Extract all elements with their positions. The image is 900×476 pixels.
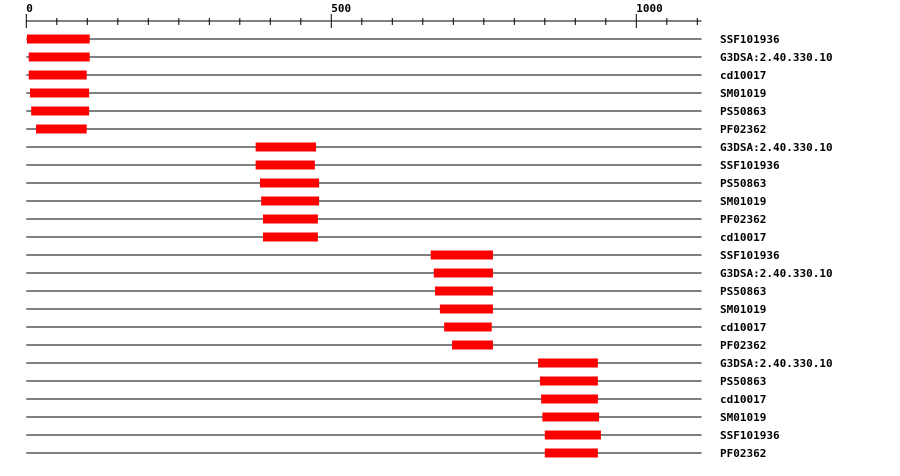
domain-track: SM01019 — [26, 87, 766, 100]
track-label: cd10017 — [720, 321, 766, 334]
domain-track: SSF101936 — [26, 249, 780, 262]
domain-bar[interactable] — [26, 34, 90, 44]
tick-label: 1000 — [636, 2, 663, 15]
domain-track: cd10017 — [26, 69, 766, 82]
scale-axis: 0 500 1000 — [25, 2, 702, 28]
track-label: PS50863 — [720, 105, 766, 118]
track-label: cd10017 — [720, 393, 766, 406]
domain-track: cd10017 — [26, 393, 766, 406]
domain-track: cd10017 — [26, 321, 766, 334]
domain-bar[interactable] — [538, 358, 598, 368]
domain-track: PF02362 — [26, 213, 766, 226]
track-label: SM01019 — [720, 195, 766, 208]
domain-track: G3DSA:2.40.330.10 — [26, 357, 833, 370]
domain-bar[interactable] — [452, 340, 493, 350]
domain-track: PF02362 — [26, 447, 766, 460]
domain-track: G3DSA:2.40.330.10 — [26, 267, 833, 280]
domain-track: PS50863 — [26, 375, 766, 388]
tick-label: 0 — [26, 2, 33, 15]
domain-track: SSF101936 — [26, 33, 780, 46]
domain-bar[interactable] — [542, 412, 600, 422]
domain-bar[interactable] — [28, 52, 90, 62]
track-label: cd10017 — [720, 69, 766, 82]
domain-bar[interactable] — [262, 214, 318, 224]
track-label: SSF101936 — [720, 429, 780, 442]
domain-track: PF02362 — [26, 339, 766, 352]
domain-bar[interactable] — [544, 430, 601, 440]
track-label: PS50863 — [720, 177, 766, 190]
domain-track: G3DSA:2.40.330.10 — [26, 51, 833, 64]
domain-bar[interactable] — [255, 160, 315, 170]
domain-bar[interactable] — [31, 106, 90, 116]
domain-bar[interactable] — [435, 286, 493, 296]
track-label: SSF101936 — [720, 33, 780, 46]
domain-bar[interactable] — [261, 196, 320, 206]
track-label: SM01019 — [720, 411, 766, 424]
domain-bar[interactable] — [262, 232, 318, 242]
domain-track: SSF101936 — [26, 429, 780, 442]
track-label: SSF101936 — [720, 159, 780, 172]
domain-bar[interactable] — [28, 70, 87, 80]
domain-track: PS50863 — [26, 285, 766, 298]
domain-bar[interactable] — [539, 376, 598, 386]
domain-bar[interactable] — [541, 394, 598, 404]
domain-bar[interactable] — [444, 322, 492, 332]
tick-label: 500 — [331, 2, 351, 15]
domain-track: SM01019 — [26, 411, 766, 424]
domain-tracks: SSF101936 G3DSA:2.40.330.10 cd10017 SM01019… — [26, 33, 833, 460]
track-label: G3DSA:2.40.330.10 — [720, 51, 833, 64]
domain-bar[interactable] — [255, 142, 317, 152]
track-label: PS50863 — [720, 285, 766, 298]
track-label: G3DSA:2.40.330.10 — [720, 141, 833, 154]
track-label: SM01019 — [720, 303, 766, 316]
track-label: SM01019 — [720, 87, 766, 100]
domain-bar[interactable] — [29, 88, 90, 98]
track-label: PF02362 — [720, 123, 766, 136]
domain-track: SSF101936 — [26, 159, 780, 172]
domain-track: cd10017 — [26, 231, 766, 244]
domain-track: PS50863 — [26, 177, 766, 190]
domain-track: PS50863 — [26, 105, 766, 118]
track-label: PF02362 — [720, 447, 766, 460]
track-label: PS50863 — [720, 375, 766, 388]
domain-track: SM01019 — [26, 195, 766, 208]
domain-bar[interactable] — [259, 178, 320, 188]
domain-bar[interactable] — [544, 448, 598, 458]
track-label: G3DSA:2.40.330.10 — [720, 267, 833, 280]
domain-track: PF02362 — [26, 123, 766, 136]
domain-bar[interactable] — [433, 268, 493, 278]
track-label: cd10017 — [720, 231, 766, 244]
track-label: SSF101936 — [720, 249, 780, 262]
domain-bar[interactable] — [36, 124, 87, 134]
domain-bar[interactable] — [430, 250, 493, 260]
domain-bar[interactable] — [439, 304, 493, 314]
track-label: PF02362 — [720, 339, 766, 352]
domain-track: G3DSA:2.40.330.10 — [26, 141, 833, 154]
track-label: PF02362 — [720, 213, 766, 226]
domain-track: SM01019 — [26, 303, 766, 316]
track-label: G3DSA:2.40.330.10 — [720, 357, 833, 370]
